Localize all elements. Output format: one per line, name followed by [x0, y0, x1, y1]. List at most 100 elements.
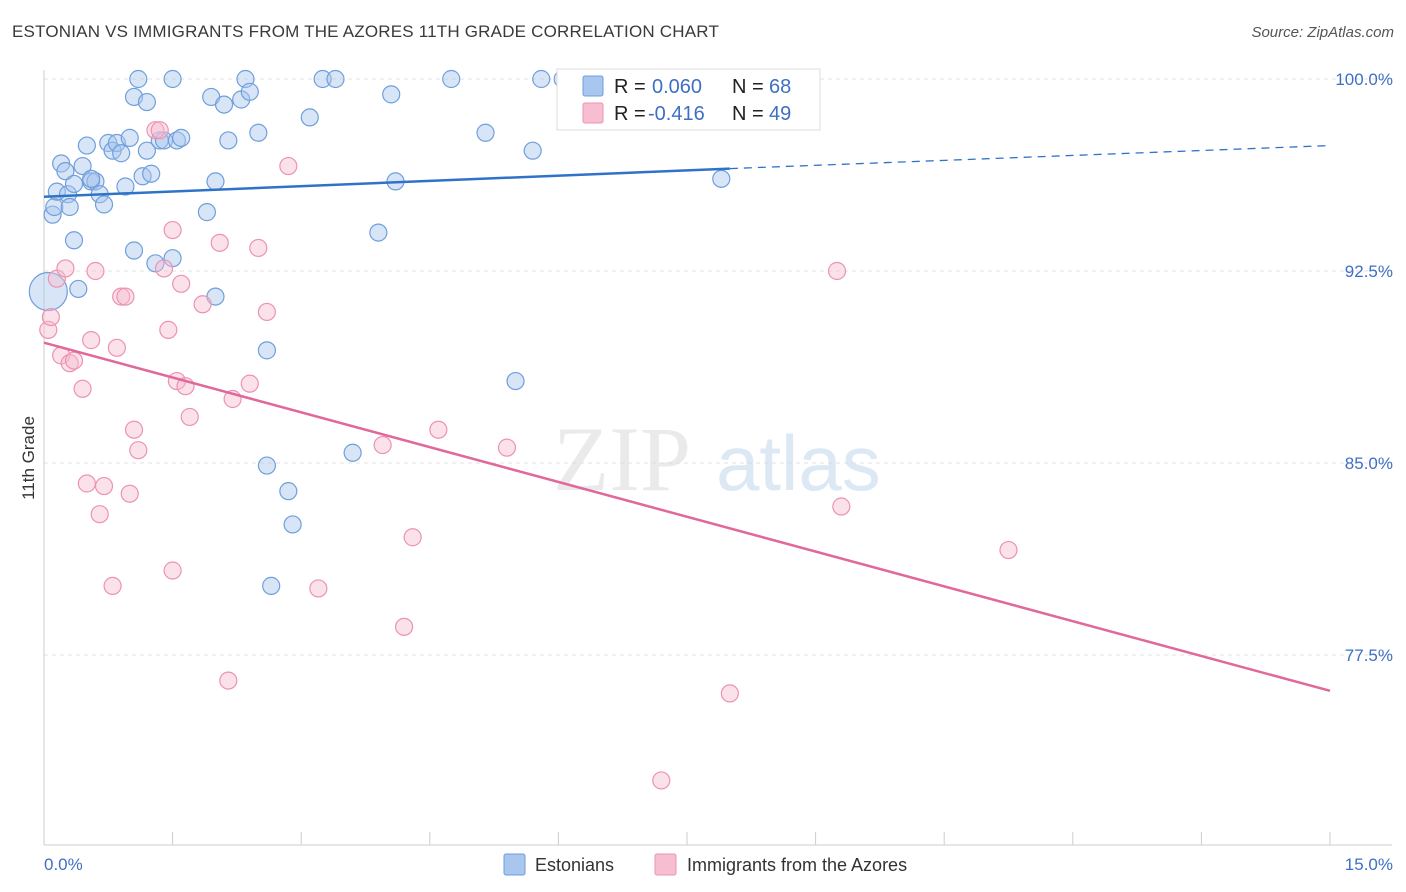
estonians-point-10 [73, 156, 92, 176]
azores-point-14 [107, 338, 126, 357]
azores-point-24 [163, 561, 182, 580]
estonians-point-60 [523, 141, 542, 160]
estonians-points [28, 69, 739, 595]
estonians-point-5 [56, 162, 75, 181]
estonians-point-31 [163, 69, 182, 89]
y-tick-labels: 100.0% 92.5% 85.0% 77.5% [1335, 70, 1393, 665]
stats-n-label-azores: N = [732, 103, 764, 125]
estonians-point-26 [137, 92, 156, 112]
azores-points [39, 103, 1018, 790]
azores-point-30 [193, 295, 212, 314]
azores-point-48 [832, 497, 851, 516]
legend: Estonians Immigrants from the Azores [503, 853, 907, 876]
x-tick-labels: 0.0% 15.0% [44, 855, 1393, 874]
azores-trend-line [43, 341, 1331, 693]
stats-n-value-estonians: 68 [769, 76, 791, 98]
estonians-point-57 [442, 69, 461, 89]
azores-point-37 [279, 156, 298, 176]
azores-point-20 [146, 121, 165, 140]
stats-r-label-azores: R = [614, 103, 646, 125]
estonians-point-48 [283, 515, 302, 534]
estonians-point-40 [219, 131, 238, 150]
azores-point-29 [180, 407, 199, 427]
azores-point-36 [257, 302, 277, 322]
estonians-point-39 [214, 95, 234, 114]
x-tick-label-1: 15.0% [1345, 855, 1393, 874]
stats-n-label-estonians: N = [732, 76, 764, 98]
azores-point-6 [64, 351, 84, 370]
trend-lines [43, 144, 1331, 693]
azores-point-13 [103, 576, 122, 595]
azores-point-15 [112, 287, 131, 306]
stats-swatch-azores [582, 102, 604, 124]
azores-point-43 [497, 438, 517, 457]
estonians-point-66 [82, 169, 101, 188]
azores-point-31 [210, 233, 229, 252]
azores-point-39 [373, 435, 392, 455]
x-ticks [43, 832, 1331, 845]
estonians-point-0 [28, 271, 68, 312]
y-axis-label: 11th Grade [19, 416, 38, 500]
azores-point-17 [120, 484, 139, 503]
axes [43, 70, 1392, 846]
estonians-point-34 [172, 128, 191, 147]
estonians-point-54 [369, 223, 388, 242]
azores-point-40 [394, 617, 414, 636]
estonians-trend-extension [729, 144, 1331, 170]
azores-point-16 [116, 287, 135, 306]
estonians-point-2 [45, 197, 64, 217]
estonians-point-52 [326, 69, 345, 89]
azores-point-19 [129, 441, 148, 460]
gridlines [44, 78, 1392, 656]
stats-n-value-azores: 49 [769, 103, 791, 125]
estonians-point-47 [279, 482, 298, 501]
estonians-point-1 [43, 205, 62, 224]
azores-point-4 [56, 259, 75, 278]
azores-point-46 [720, 684, 739, 703]
y-tick-label-0: 100.0% [1335, 70, 1393, 89]
estonians-trend-line [43, 167, 730, 199]
azores-point-12 [94, 476, 114, 496]
azores-point-34 [240, 374, 259, 393]
estonians-point-50 [300, 108, 319, 127]
estonians-point-43 [240, 82, 259, 101]
estonians-point-67 [142, 164, 161, 183]
estonians-point-59 [506, 371, 525, 391]
azores-point-45 [652, 771, 671, 790]
watermark-atlas: atlas [716, 419, 881, 507]
legend-label-azores: Immigrants from the Azores [687, 855, 907, 875]
estonians-point-15 [94, 195, 114, 214]
y-tick-label-1: 92.5% [1345, 262, 1393, 281]
estonians-point-53 [343, 443, 362, 462]
x-tick-label-0: 0.0% [44, 855, 83, 874]
watermark-zip: ZIP [553, 408, 691, 510]
azores-point-41 [403, 528, 422, 547]
estonians-point-51 [313, 69, 332, 89]
estonians-point-61 [532, 69, 551, 89]
estonians-point-49 [262, 576, 281, 595]
estonians-point-58 [476, 123, 495, 142]
legend-swatch-azores [654, 853, 677, 876]
azores-point-42 [429, 420, 448, 439]
y-tick-label-2: 85.0% [1345, 454, 1393, 473]
stats-r-value-azores: -0.416 [648, 103, 705, 125]
azores-point-21 [150, 121, 169, 140]
estonians-point-7 [60, 197, 79, 217]
azores-point-35 [249, 238, 268, 258]
azores-point-47 [827, 261, 847, 281]
azores-point-8 [77, 474, 96, 493]
azores-point-11 [90, 505, 109, 524]
estonians-point-55 [382, 85, 401, 104]
y-tick-label-3: 77.5% [1345, 646, 1393, 665]
estonians-point-11 [77, 136, 96, 155]
azores-point-32 [219, 671, 238, 690]
stats-swatch-estonians [582, 75, 604, 97]
estonians-point-45 [257, 341, 277, 360]
estonians-point-37 [206, 172, 225, 191]
azores-point-25 [163, 220, 182, 240]
azores-point-22 [154, 259, 174, 278]
estonians-point-64 [712, 169, 731, 188]
stats-r-label-estonians: R = [614, 76, 646, 98]
estonians-point-27 [137, 141, 156, 160]
